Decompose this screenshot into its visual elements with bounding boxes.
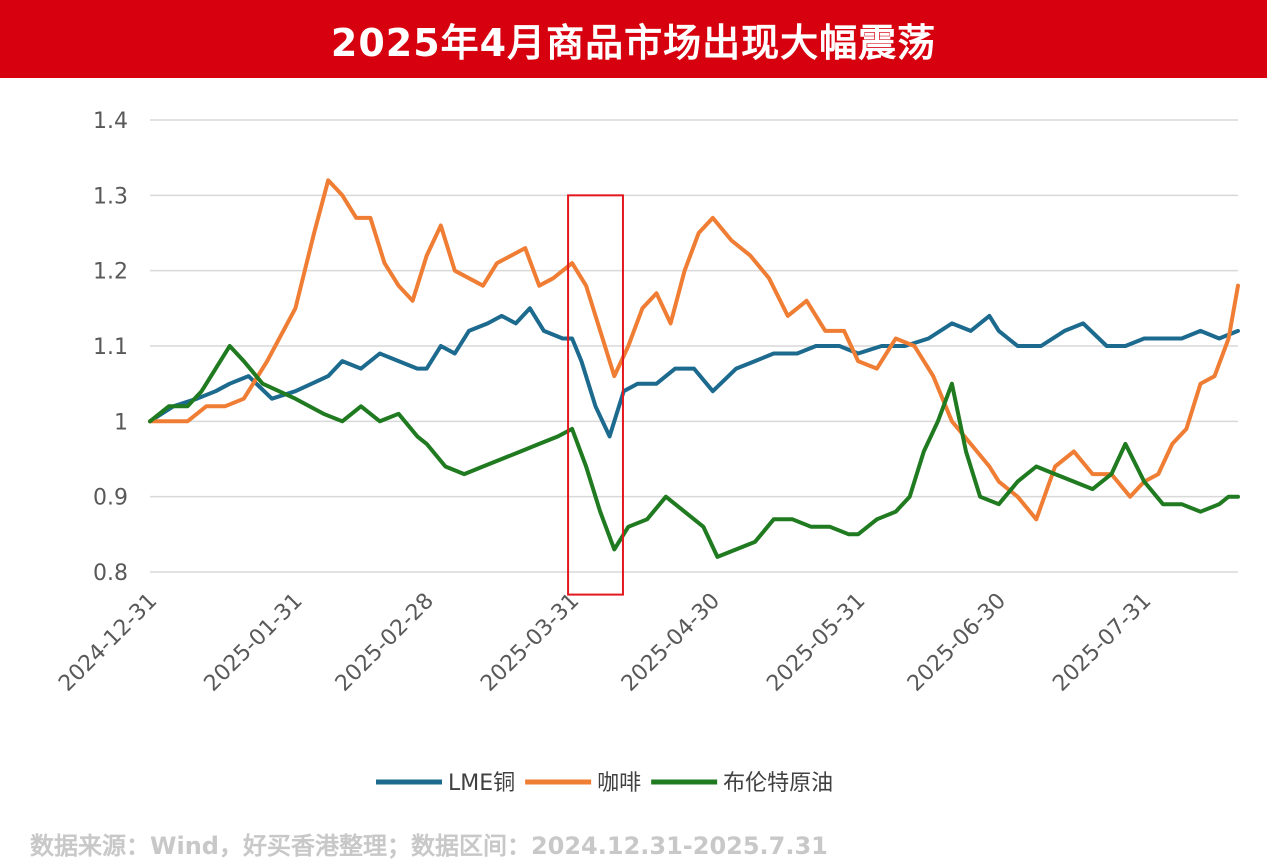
y-tick-label: 1.3	[93, 184, 128, 209]
series-line	[148, 344, 1240, 559]
data-source-note: 数据来源：Wind，好买香港整理；数据区间：2024.12.31-2025.7.…	[30, 832, 828, 860]
legend: LME铜 咖啡 布伦特原油	[376, 771, 833, 796]
highlight-box-group	[567, 194, 624, 596]
chart-title: 2025年4月商品市场出现大幅震荡	[330, 21, 937, 65]
y-tick-label: 1.2	[93, 260, 128, 285]
grid-lines	[150, 119, 1238, 573]
x-tick-label: 2025-02-28	[331, 589, 439, 697]
x-tick-label: 2025-04-30	[617, 589, 725, 697]
legend-label: 咖啡	[597, 771, 641, 796]
series-line	[148, 178, 1240, 522]
legend-label: 布伦特原油	[723, 771, 833, 796]
y-tick-label: 1.1	[93, 335, 128, 360]
series-line	[148, 306, 1240, 439]
x-tick-label: 2025-05-31	[762, 589, 870, 697]
x-axis-ticks: 2024-12-31 2025-01-31 2025-02-28 2025-03-31…	[54, 589, 1156, 697]
highlight-box	[567, 194, 624, 596]
title-banner: 2025年4月商品市场出现大幅震荡	[0, 0, 1267, 78]
x-tick-label: 2025-01-31	[200, 589, 308, 697]
y-tick-label: 1	[114, 410, 128, 435]
legend-label: LME铜	[448, 771, 515, 796]
series-lines	[148, 178, 1240, 559]
y-tick-label: 0.8	[93, 561, 128, 586]
x-tick-label: 2025-07-31	[1048, 589, 1156, 697]
y-tick-label: 0.9	[93, 486, 128, 511]
line-chart: 0.8 0.9 1 1.1 1.2 1.3 1.4 2024-12-31 2025-01-31…	[54, 109, 1240, 796]
y-tick-label: 1.4	[93, 109, 128, 134]
x-tick-label: 2025-03-31	[476, 589, 584, 697]
x-tick-label: 2025-06-30	[903, 589, 1011, 697]
x-tick-label: 2024-12-31	[54, 589, 162, 697]
y-axis-ticks: 0.8 0.9 1 1.1 1.2 1.3 1.4	[93, 109, 128, 586]
